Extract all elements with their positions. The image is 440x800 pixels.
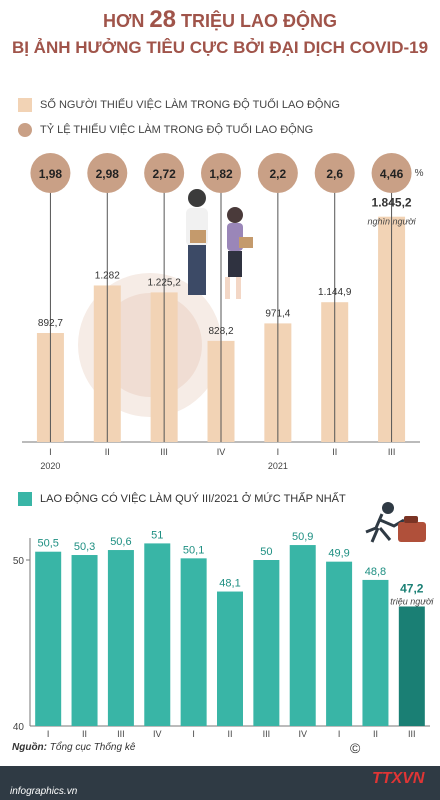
rate-dot [371,153,412,193]
quarter-label: III [408,729,416,738]
quarter-label: II [332,447,337,457]
bar-value-label: 50,1 [183,544,204,556]
employment-bar [253,560,280,726]
legend-dot-label: TỶ LỆ THIẾU VIỆC LÀM TRONG ĐỘ TUỔI LAO Đ… [40,124,314,136]
rate-label: 2,2 [270,167,287,181]
chart2-labels: 504050,5I201950,3II50,6III51IV50,1I20204… [13,529,435,738]
employment-legend: LAO ĐỘNG CÓ VIỆC LÀM QUÝ III/2021 Ở MỨC … [18,492,346,506]
chart2-bars [35,543,425,726]
title-post: TRIỆU LAO ĐỘNG [176,11,338,31]
bar-value-label: 50,5 [37,538,58,550]
quarter-label: I [47,729,50,738]
rate-dot [314,153,355,193]
quarter-label: III [263,729,271,738]
quarter-label: II [373,729,378,738]
quarter-label: II [227,729,232,738]
bar-value-label: 50,3 [74,541,95,553]
bar-value-label: 50,9 [292,531,313,543]
quarter-label: I [192,729,195,738]
quarter-label: I [49,447,52,457]
employment-bar [326,561,353,726]
rate-label: 2,72 [152,167,176,181]
bar-value-label: 1.225,2 [147,277,181,288]
rate-dot [257,153,298,193]
quarter-label: III [117,729,125,738]
rate-label: 4,46 [380,167,404,181]
legend-bar-label: SỐ NGƯỜI THIẾU VIỆC LÀM TRONG ĐỘ TUỔI LA… [40,99,340,111]
bar-value-label: 50,6 [110,536,131,548]
quarter-label: III [388,447,396,457]
rate-label: 1,98 [39,167,63,181]
employment-bar [362,579,389,726]
rate-unit: % [415,168,424,179]
quarter-label: II [105,447,110,457]
page-title: HƠN 28 TRIỆU LAO ĐỘNG [0,6,440,34]
rate-dot [30,153,71,193]
employment-chart: 504050,5I201950,3II50,6III51IV50,1I20204… [13,502,435,738]
legend-dot-swatch [18,123,32,137]
bar-value-label: 48,1 [219,578,240,590]
rate-dot [144,153,185,193]
title-pre: HƠN [102,11,150,31]
bar-value-label: 47,2 [400,581,424,595]
employment-bar [398,606,425,726]
unit-label: nghìn người [367,217,416,227]
year-label: 2021 [268,461,288,471]
employment-bar [35,551,62,726]
employment-bar [217,591,243,726]
bar-value-label: 50 [260,546,272,558]
chart1-rate-dots [30,153,412,442]
quarter-label: I [338,729,341,738]
bar-value-label: 1.845,2 [372,196,412,210]
site-link[interactable]: infographics.vn [10,786,78,797]
workers-illustration [186,189,253,299]
bar-value-label: 1.282 [95,270,120,281]
employment-bar [71,555,98,726]
employment-bar [289,545,316,726]
unit-label: triệu người [390,596,434,606]
rate-dot [87,153,128,193]
quarter-label: IV [217,447,226,457]
employment-bar [180,558,207,726]
rate-dot [201,153,241,193]
quarter-label: II [82,729,87,738]
bar-value-label: 51 [151,529,163,541]
employment-legend-label: LAO ĐỘNG CÓ VIỆC LÀM QUÝ III/2021 Ở MỨC … [40,493,346,505]
page-subtitle: BỊ ẢNH HƯỞNG TIÊU CỰC BỞI ĐẠI DỊCH COVID… [11,38,429,57]
rate-label: 2,6 [326,167,343,181]
source-note: Nguồn: Tổng cục Thống kê [12,742,135,753]
bar-value-label: 48,8 [365,566,386,578]
quarter-label: IV [298,729,307,738]
bar-value-label: 1.144,9 [318,287,352,298]
copyright-symbol: © [350,740,361,756]
quarter-label: IV [153,729,162,738]
chart1-labels: 1,98892,7I20202,981.282II2,721.225,2III1… [38,167,424,471]
year-label: 2020 [40,461,60,471]
employment-bar [107,550,134,726]
y-tick-label: 40 [13,722,25,733]
legend-dot: TỶ LỆ THIẾU VIỆC LÀM TRONG ĐỘ TUỔI LAO Đ… [18,123,313,137]
source-value: Tổng cục Thống kê [49,742,136,753]
employment-bar [144,543,171,726]
bar-value-label: 49,9 [328,548,349,560]
bar-value-label: 971,4 [265,308,290,319]
footer-bar [0,766,440,800]
legend-bar: SỐ NGƯỜI THIẾU VIỆC LÀM TRONG ĐỘ TUỔI LA… [18,98,340,112]
rate-label: 1,82 [209,167,233,181]
employment-legend-swatch [18,492,32,506]
quarter-label: III [160,447,168,457]
rate-label: 2,98 [96,167,120,181]
bar-value-label: 892,7 [38,318,63,329]
legend-bar-swatch [18,98,32,112]
y-tick-label: 50 [13,556,25,567]
title-number: 28 [149,6,177,33]
quarter-label: I [277,447,280,457]
underemployment-chart: 1,98892,7I20202,981.282II2,721.225,2III1… [22,153,424,471]
ttxvn-logo: TTXVN [372,770,425,787]
source-label: Nguồn: [12,742,47,753]
bar-value-label: 828,2 [208,326,233,337]
running-worker-illustration [365,502,426,543]
